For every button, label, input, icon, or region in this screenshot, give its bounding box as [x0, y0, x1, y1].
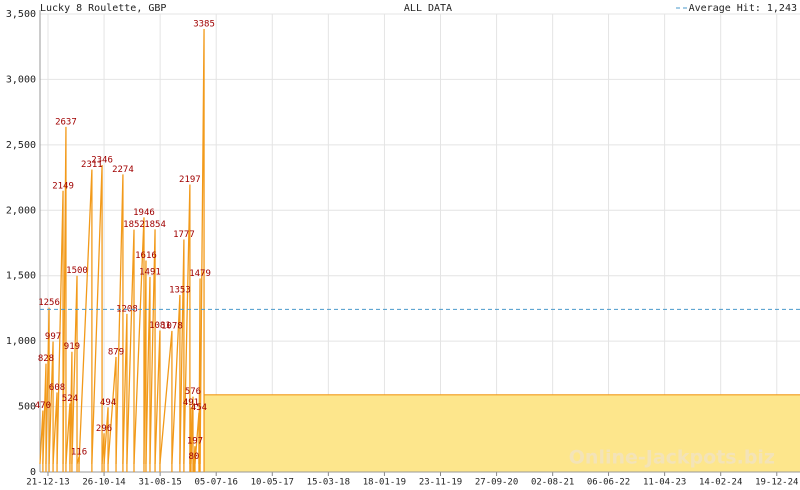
y-tick-label: 3,500 — [6, 9, 36, 20]
value-label: 1616 — [135, 251, 157, 261]
value-label: 2149 — [52, 181, 74, 191]
hit-line — [159, 330, 173, 472]
value-label: 1078 — [161, 321, 183, 331]
hit-line — [179, 239, 185, 472]
x-tick-label: 31-08-15 — [138, 478, 181, 488]
value-label: 919 — [64, 342, 80, 352]
value-label: 576 — [185, 387, 201, 397]
legend-label: Average Hit: 1,243 — [689, 3, 797, 14]
hit-line — [183, 184, 191, 472]
value-label: 494 — [100, 398, 116, 408]
y-tick-label: 2,500 — [6, 140, 36, 151]
hit-line — [199, 29, 205, 472]
chart-subtitle: ALL DATA — [404, 3, 452, 14]
value-label: 524 — [62, 394, 78, 404]
value-label: 879 — [108, 347, 124, 357]
value-label: 1500 — [66, 266, 88, 276]
y-tick-label: 1,500 — [6, 271, 36, 282]
value-label: 470 — [35, 401, 51, 411]
hit-line — [78, 169, 93, 472]
value-label: 2311 — [81, 160, 103, 170]
x-tick-label: 02-08-21 — [531, 478, 574, 488]
current-area — [204, 394, 800, 472]
x-tick-label: 05-07-16 — [195, 478, 238, 488]
x-tick-label: 27-09-20 — [475, 478, 518, 488]
value-label: 197 — [187, 437, 203, 447]
x-tick-label: 26-10-14 — [82, 478, 125, 488]
hit-line — [71, 275, 78, 472]
hit-line — [103, 407, 109, 472]
hit-line — [62, 126, 67, 472]
y-tick-label: 3,000 — [6, 74, 36, 85]
hit-line — [133, 217, 145, 472]
value-label: 1852 — [123, 220, 145, 230]
hit-line — [48, 341, 54, 472]
x-tick-label: 15-03-18 — [307, 478, 350, 488]
x-tick-label: 11-04-23 — [643, 478, 686, 488]
value-label: 2274 — [112, 165, 134, 175]
value-label: 1946 — [133, 208, 155, 218]
x-tick-label: 19-12-24 — [755, 478, 798, 488]
x-tick-label: 10-05-17 — [251, 478, 294, 488]
value-label: 80 — [188, 452, 199, 462]
value-label: 1256 — [38, 298, 60, 308]
hit-line — [145, 276, 151, 472]
hit-line — [115, 174, 124, 472]
x-tick-label: 18-01-19 — [363, 478, 406, 488]
x-tick-label: 23-11-19 — [419, 478, 462, 488]
hit-line — [107, 356, 117, 472]
y-tick-label: 0 — [30, 467, 36, 478]
value-label: 1854 — [144, 220, 166, 230]
value-label: 828 — [38, 354, 54, 364]
y-tick-label: 500 — [18, 402, 36, 413]
hit-line — [171, 294, 181, 472]
hit-line — [190, 396, 194, 472]
value-label: 2197 — [179, 175, 201, 185]
value-label: 2346 — [91, 156, 113, 166]
y-tick-label: 2,000 — [6, 205, 36, 216]
hit-line — [56, 190, 64, 472]
y-tick-label: 1,000 — [6, 336, 36, 347]
hit-line — [126, 229, 135, 472]
value-label: 1479 — [189, 269, 211, 279]
value-label: 296 — [96, 424, 112, 434]
hit-line — [149, 229, 156, 472]
value-label: 1491 — [139, 267, 161, 277]
chart-title: Lucky 8 Roulette, GBP — [40, 3, 166, 14]
value-label: 2637 — [55, 117, 77, 127]
value-label: 116 — [71, 447, 87, 457]
value-label: 491 — [183, 398, 199, 408]
value-label: 1353 — [169, 285, 191, 295]
watermark: Online-Jackpots.biz — [569, 447, 775, 469]
hit-line — [154, 330, 161, 472]
x-tick-label: 14-02-24 — [699, 478, 742, 488]
hit-line — [143, 260, 147, 472]
value-label: 1081 — [149, 321, 171, 331]
hit-line — [69, 351, 73, 472]
value-label: 608 — [49, 383, 65, 393]
value-label: 3385 — [193, 20, 215, 30]
hit-line — [91, 164, 103, 472]
x-tick-label: 21-12-13 — [26, 478, 69, 488]
hit-line — [45, 307, 50, 472]
x-tick-label: 06-06-22 — [587, 478, 630, 488]
hit-line — [122, 313, 128, 472]
value-label: 1777 — [173, 230, 195, 240]
value-label: 997 — [45, 332, 61, 342]
value-label: 454 — [191, 403, 207, 413]
